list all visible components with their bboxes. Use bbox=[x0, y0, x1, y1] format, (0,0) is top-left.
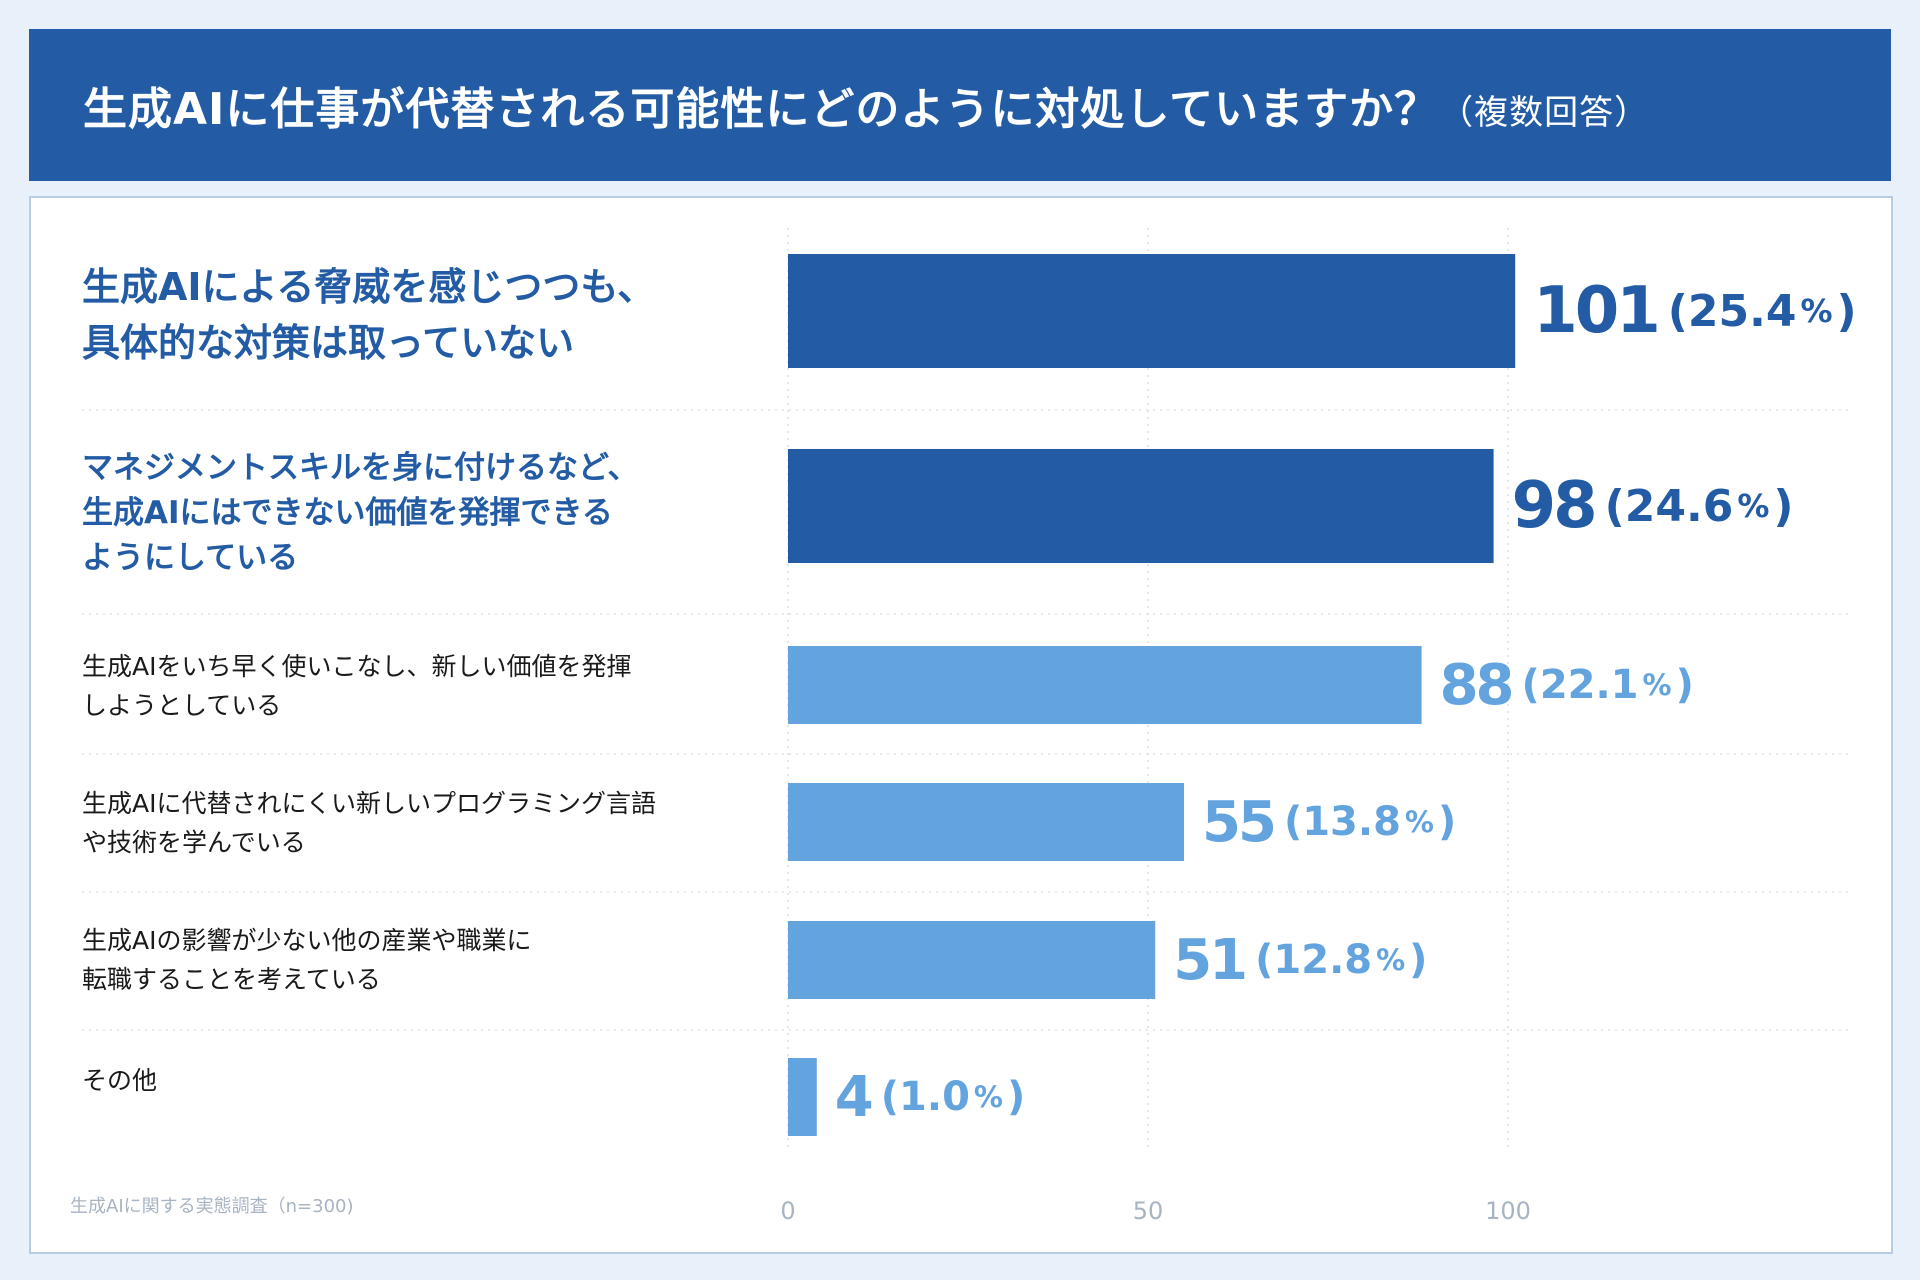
category-label-1-line-2: 具体的な対策は取っていない bbox=[82, 321, 575, 365]
chart-title: 生成AIに仕事が代替される可能性にどのように対処していますか？（複数回答） bbox=[83, 73, 1649, 137]
category-label-3: 生成AIをいち早く使いこなし、新しい価値を発揮 しようとしている bbox=[82, 647, 631, 725]
category-label-4-line-2: や技術を学んでいる bbox=[82, 828, 306, 857]
category-label-6-line-1: その他 bbox=[82, 1066, 158, 1095]
category-label-5-line-1: 生成AIの影響が少ない他の産業や職業に bbox=[82, 926, 532, 955]
category-label-5: 生成AIの影響が少ない他の産業や職業に 転職することを考えている bbox=[82, 921, 531, 999]
category-label-4: 生成AIに代替されにくい新しいプログラミング言語 や技術を学んでいる bbox=[82, 784, 656, 862]
bar-4 bbox=[788, 783, 1184, 861]
chart-header: 生成AIに仕事が代替される可能性にどのように対処していますか？（複数回答） bbox=[29, 29, 1891, 181]
source-note: 生成AIに関する実態調査（n=300) bbox=[70, 1196, 354, 1217]
data-label-4: 55 (13.8%) bbox=[1202, 790, 1456, 855]
data-label-3: 88 (22.1%) bbox=[1440, 653, 1694, 718]
category-label-6: その他 bbox=[82, 1061, 157, 1100]
bar-5 bbox=[788, 921, 1156, 999]
title-main: 生成AIに仕事が代替される可能性にどのように対処していますか？ bbox=[83, 84, 1440, 135]
x-tick-label-100: 100 bbox=[1485, 1197, 1531, 1225]
data-label-1: 101 (25.4%) bbox=[1533, 274, 1856, 348]
category-label-2-line-2: 生成AIにはできない価値を発揮できる bbox=[82, 495, 613, 531]
x-tick-label-50: 50 bbox=[1133, 1197, 1164, 1225]
chart-panel bbox=[29, 196, 1893, 1254]
category-label-1: 生成AIによる脅威を感じつつも、 具体的な対策は取っていない bbox=[82, 259, 655, 371]
category-label-1-line-1: 生成AIによる脅威を感じつつも、 bbox=[82, 265, 656, 309]
bar-6 bbox=[788, 1058, 817, 1136]
category-label-5-line-2: 転職することを考えている bbox=[82, 965, 381, 994]
category-label-2-line-1: マネジメントスキルを身に付けるなど、 bbox=[82, 450, 639, 486]
data-label-2: 98 (24.6%) bbox=[1512, 469, 1794, 543]
bar-3 bbox=[788, 646, 1422, 724]
bar-1 bbox=[788, 254, 1516, 368]
data-label-6: 4 (1.0%) bbox=[835, 1065, 1025, 1130]
category-label-2-line-3: ようにしている bbox=[82, 540, 299, 576]
category-label-4-line-1: 生成AIに代替されにくい新しいプログラミング言語 bbox=[82, 789, 656, 818]
title-sub: （複数回答） bbox=[1439, 93, 1650, 133]
category-label-2: マネジメントスキルを身に付けるなど、 生成AIにはできない価値を発揮できる よう… bbox=[82, 446, 638, 581]
data-label-5: 51 (12.8%) bbox=[1173, 928, 1427, 993]
category-label-3-line-1: 生成AIをいち早く使いこなし、新しい価値を発揮 bbox=[82, 652, 632, 681]
x-tick-label-0: 0 bbox=[780, 1197, 795, 1225]
category-label-3-line-2: しようとしている bbox=[82, 691, 282, 720]
bar-2 bbox=[788, 449, 1494, 563]
